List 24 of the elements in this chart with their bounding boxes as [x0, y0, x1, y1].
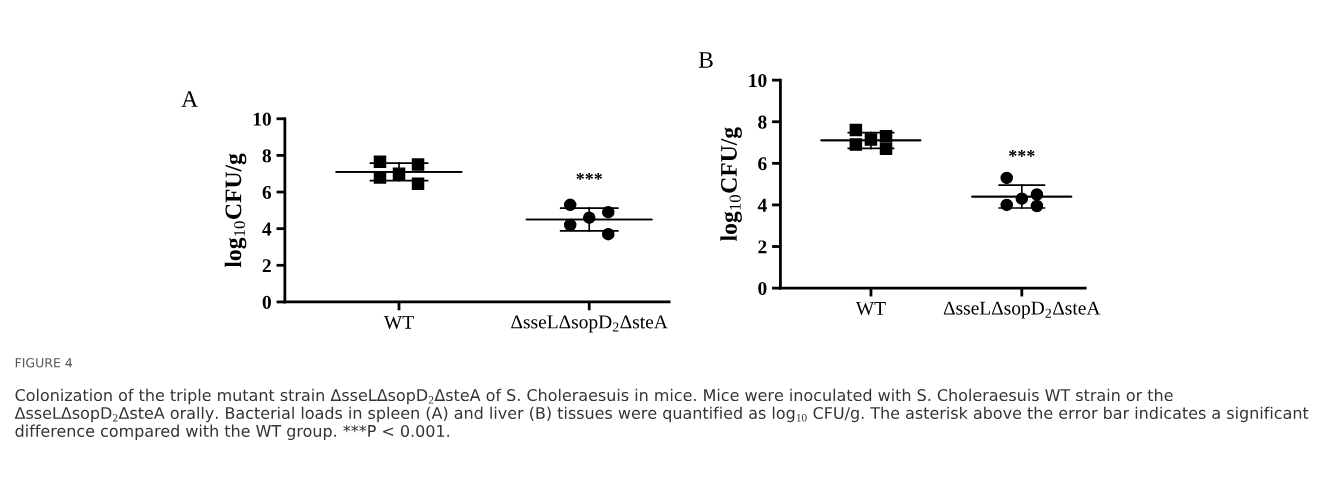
caption: FIGURE 4 — [15, 358, 73, 368]
y-axis-title: log$_{10}$CFU/g — [224, 153, 247, 268]
y-tick-label: 8 — [262, 149, 272, 163]
x-tick-label: ΔsseLΔsopD$_{2}$ΔsteA — [943, 301, 1101, 319]
y-tick-label: 8 — [758, 115, 767, 129]
y-tick-label: 10 — [749, 73, 767, 88]
text: Colonization of the triple mutant strain ΔsseLΔsopD$_{2}$ΔsteA of S. Choleraesuis in mice. Mice were inoculated with S. Choleraesuis WT strain or the ΔsseLΔsopD$_{2}$ΔsteA orally. Bacterial loads in spleen (A) and liver (B) tissues were quantified as log$_{10}$ CFU/g. The asterisk above the error bar indicates a significant difference compared with the WT group. ***P < 0.001. — [14, 388, 1309, 441]
y-axis-title: log$_{10}$CFU/g — [720, 127, 742, 241]
y-tick-label: 10 — [253, 112, 271, 126]
y-tick-label: 4 — [757, 198, 767, 212]
annotation: *** — [576, 172, 603, 180]
annotation: *** — [1009, 149, 1035, 157]
x-tick-label: WT — [383, 315, 414, 329]
y-tick-label: 2 — [758, 240, 767, 254]
chart-title: B — [698, 52, 713, 68]
chart-title: A — [181, 91, 199, 107]
y-tick-label: 6 — [758, 157, 767, 171]
y-tick-label: 0 — [758, 281, 767, 296]
x-tick-label: WT — [855, 302, 886, 316]
x-tick-label: ΔsseLΔsopD$_{2}$ΔsteA — [511, 315, 668, 333]
y-tick-label: 0 — [262, 295, 271, 309]
y-tick-label: 2 — [262, 259, 271, 273]
y-tick-label: 6 — [262, 185, 272, 199]
y-tick-label: 4 — [262, 222, 272, 236]
